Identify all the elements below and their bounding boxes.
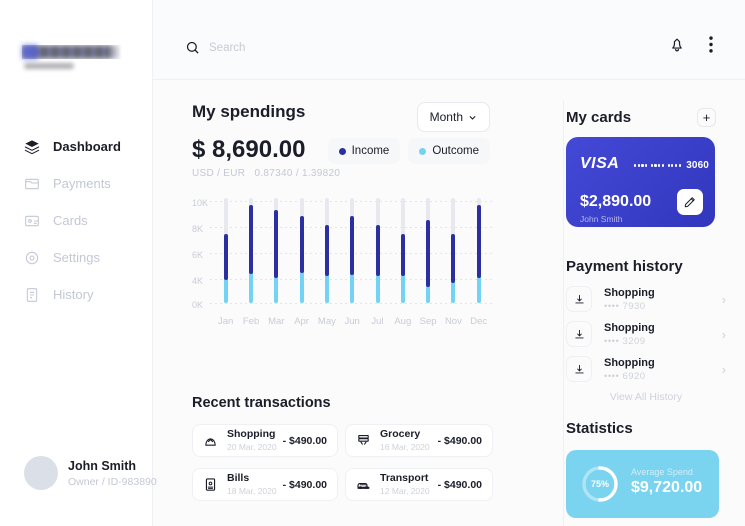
svg-text:75%: 75% — [591, 479, 609, 489]
